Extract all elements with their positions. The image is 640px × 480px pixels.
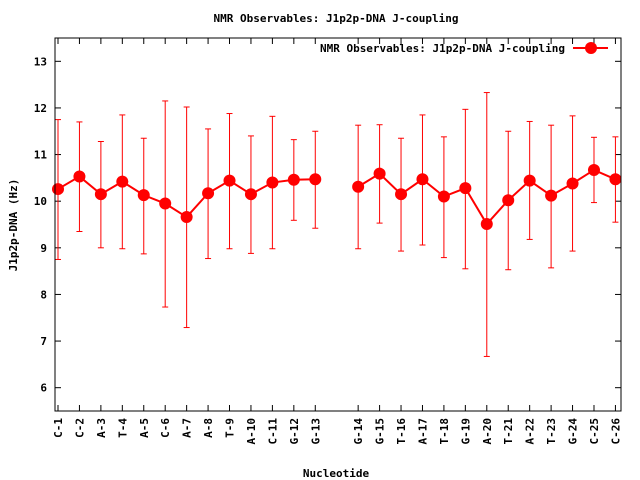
x-tick-label: T-21 — [502, 418, 515, 445]
data-point — [309, 173, 322, 186]
data-point — [266, 176, 279, 189]
y-tick-label: 6 — [40, 382, 47, 395]
x-tick-label: C-2 — [73, 418, 86, 438]
x-tick-label: G-14 — [352, 418, 365, 445]
data-point — [545, 189, 558, 202]
legend-marker-swatch — [585, 42, 597, 54]
y-tick-label: 7 — [40, 335, 47, 348]
data-point — [287, 173, 300, 186]
chart-title: NMR Observables: J1p2p-DNA J-coupling — [213, 12, 458, 25]
x-tick-label: C-1 — [52, 418, 65, 438]
data-point — [523, 174, 536, 187]
legend-label: NMR Observables: J1p2p-DNA J-coupling — [320, 42, 565, 55]
data-point — [437, 190, 450, 203]
x-axis-label: Nucleotide — [303, 467, 370, 480]
x-tick-label: G-24 — [567, 418, 580, 445]
y-axis-label: J1p2p-DNA (Hz) — [7, 179, 20, 272]
x-tick-label: T-23 — [545, 418, 558, 445]
data-point — [459, 182, 472, 195]
x-tick-label: A-8 — [202, 418, 215, 438]
x-tick-label: C-6 — [159, 418, 172, 438]
data-point — [244, 188, 257, 201]
x-tick-label: C-26 — [609, 418, 622, 445]
data-point — [73, 170, 86, 183]
data-point — [352, 180, 365, 193]
y-tick-label: 13 — [34, 55, 47, 68]
x-tick-label: A-3 — [95, 418, 108, 438]
x-tick-label: G-19 — [459, 418, 472, 445]
data-point — [223, 174, 236, 187]
data-point — [373, 167, 386, 180]
data-point — [480, 218, 493, 231]
legend: NMR Observables: J1p2p-DNA J-coupling — [320, 42, 608, 55]
x-tick-label: T-9 — [224, 418, 237, 438]
y-tick-label: 12 — [34, 102, 47, 115]
x-tick-label: T-16 — [395, 418, 408, 445]
y-tick-label: 8 — [40, 288, 47, 301]
data-point — [180, 211, 193, 224]
x-tick-label: G-15 — [374, 418, 387, 445]
x-tick-label: A-10 — [245, 418, 258, 445]
x-tick-label: C-11 — [266, 418, 279, 445]
data-point — [52, 183, 64, 196]
x-tick-label: A-22 — [524, 418, 537, 445]
y-tick-label: 10 — [34, 195, 47, 208]
x-tick-label: T-18 — [438, 418, 451, 445]
data-point — [116, 175, 129, 188]
data-point — [502, 194, 515, 207]
data-point — [609, 173, 622, 186]
x-tick-label: G-12 — [288, 418, 301, 445]
x-tick-label: G-13 — [309, 418, 322, 445]
x-tick-label: A-17 — [416, 418, 429, 445]
data-point — [395, 188, 408, 201]
data-point — [202, 187, 215, 200]
data-point — [566, 177, 579, 190]
data-point — [587, 163, 600, 176]
data-point — [94, 188, 107, 201]
x-tick-label: A-5 — [138, 418, 151, 438]
x-tick-label: A-20 — [481, 418, 494, 445]
x-tick-label: T-4 — [116, 418, 129, 438]
plot-frame — [54, 37, 622, 412]
x-tick-label: C-25 — [588, 418, 601, 445]
data-point — [416, 173, 429, 186]
y-tick-label: 9 — [40, 242, 47, 255]
x-tick-label: A-7 — [181, 418, 194, 438]
data-point — [137, 189, 150, 202]
plot-area: 6 7 8 9 10 11 12 13 C-1 C-2 A-3 T-4 A-5 C-6 A-7 A-8 T-9 A… — [34, 38, 622, 445]
y-tick-label: 11 — [34, 149, 48, 162]
data-point — [159, 197, 172, 210]
